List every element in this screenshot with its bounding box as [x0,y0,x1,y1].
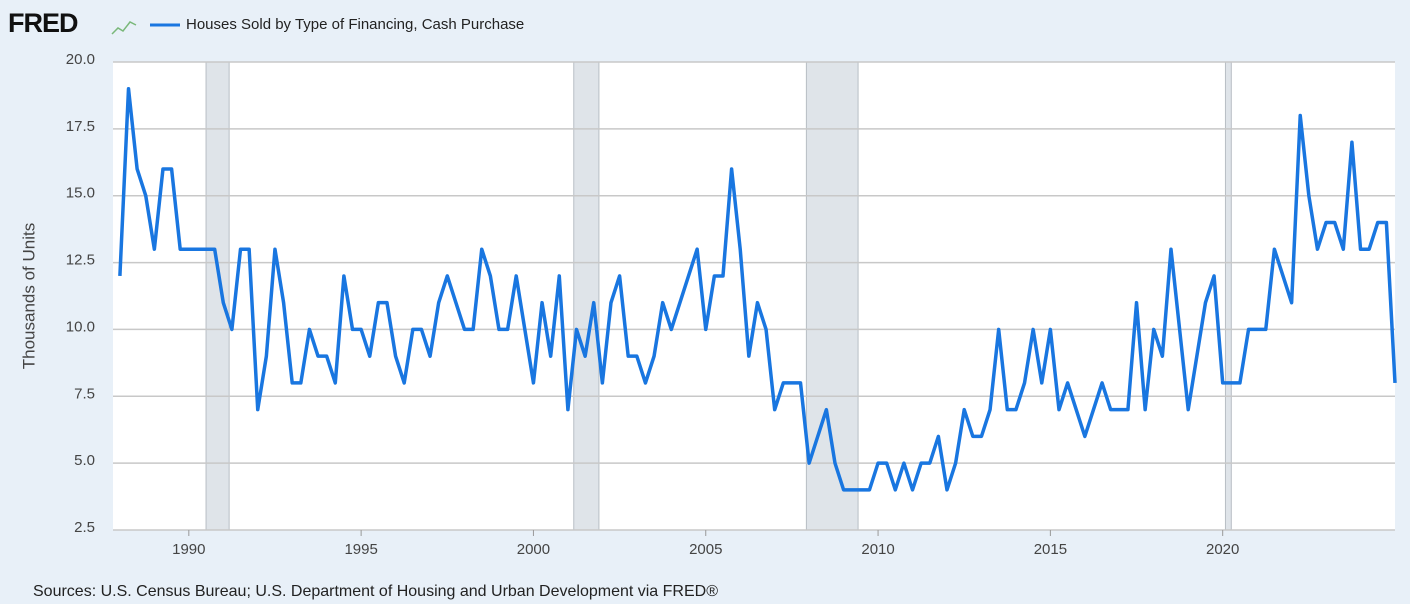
y-tick-label: 7.5 [74,385,95,402]
plot-area [113,62,1395,530]
brand-logo: FRED [8,8,78,38]
recession-band [805,61,859,531]
y-tick-label: 20.0 [66,51,95,68]
y-tick-label: 17.5 [66,118,95,135]
legend-label: Houses Sold by Type of Financing, Cash P… [186,16,524,33]
recession-band [205,61,230,531]
y-tick-label: 5.0 [74,452,95,469]
x-tick-label: 2000 [517,541,550,558]
recession-band [1224,61,1232,531]
logo-icon [111,21,137,35]
y-tick-label: 15.0 [66,185,95,202]
x-tick-label: 2015 [1034,541,1067,558]
source-note: Sources: U.S. Census Bureau; U.S. Depart… [33,583,718,600]
x-tick-label: 2020 [1206,541,1239,558]
x-tick-label: 1995 [344,541,377,558]
y-tick-label: 12.5 [66,252,95,269]
y-axis-label: Thousands of Units [19,223,38,369]
recession-band [573,61,600,531]
x-tick-label: 2005 [689,541,722,558]
y-tick-label: 10.0 [66,318,95,335]
x-tick-label: 2010 [861,541,894,558]
y-tick-label: 2.5 [74,519,95,536]
data-line [118,86,1397,492]
x-tick-label: 1990 [172,541,205,558]
